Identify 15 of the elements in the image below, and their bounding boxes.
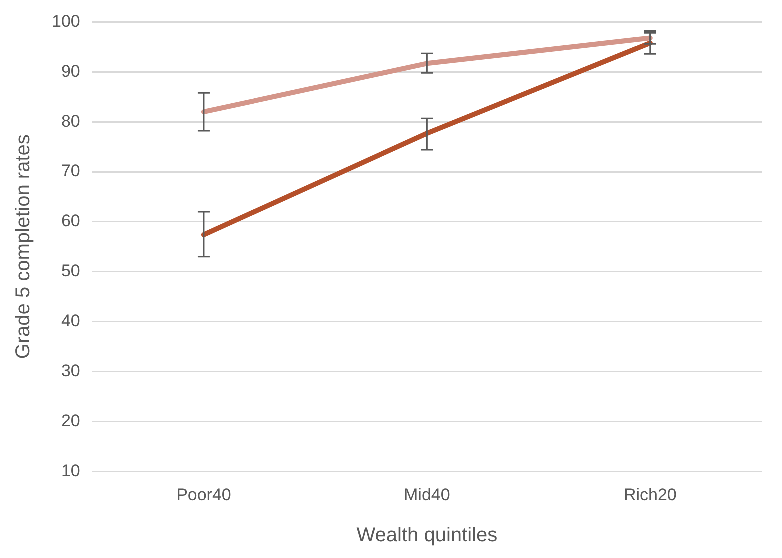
x-tick-label: Mid40 [404,485,450,504]
y-tick-label: 40 [61,311,80,330]
y-tick-label: 20 [61,411,80,430]
y-tick-label: 60 [61,212,80,231]
y-tick-label: 100 [52,12,80,31]
y-axis-title: Grade 5 completion rates [12,134,35,360]
x-tick-label: Poor40 [176,485,232,504]
x-axis-title: Wealth quintiles [356,524,498,547]
y-tick-label: 50 [61,262,80,281]
y-tick-label: 30 [61,361,80,380]
y-tick-label: 90 [61,62,80,81]
y-tick-label: 10 [61,461,80,480]
x-tick-label: Rich20 [624,485,677,504]
y-tick-label: 70 [61,162,80,181]
y-tick-label: 80 [61,112,80,131]
